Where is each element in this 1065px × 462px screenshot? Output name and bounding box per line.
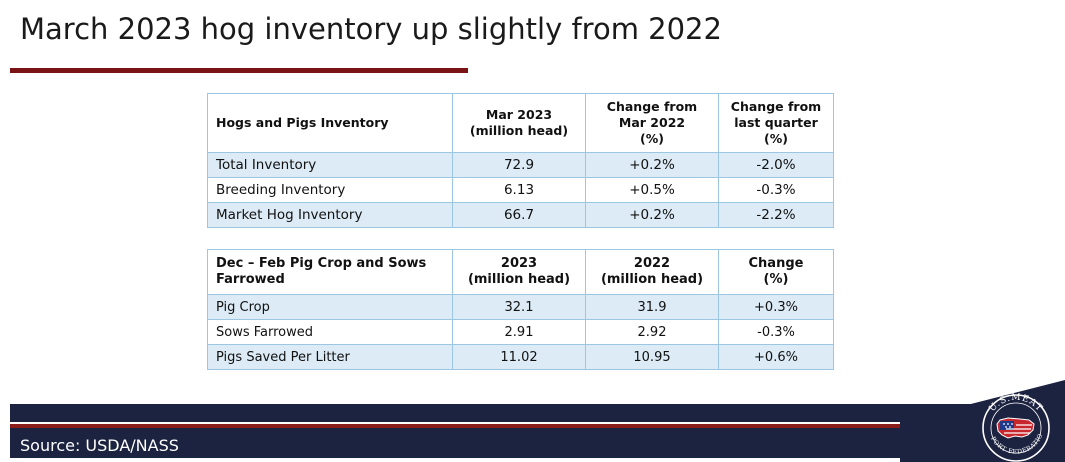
column-header: Hogs and Pigs Inventory xyxy=(207,93,453,153)
table-row: Pigs Saved Per Litter 11.02 10.95 +0.6% xyxy=(207,344,834,370)
table-row: Breeding Inventory 6.13 +0.5% -0.3% xyxy=(207,177,834,203)
table-row: Pig Crop 32.1 31.9 +0.3% xyxy=(207,294,834,320)
logo-ring xyxy=(982,394,1050,462)
row-label: Total Inventory xyxy=(207,152,453,178)
hog-inventory-table: Hogs and Pigs Inventory Mar 2023 (millio… xyxy=(207,93,834,228)
table-cell: 32.1 xyxy=(452,294,586,320)
table-cell: -0.3% xyxy=(718,319,834,345)
table-row: Sows Farrowed 2.91 2.92 -0.3% xyxy=(207,319,834,345)
table-header-row: Hogs and Pigs Inventory Mar 2023 (millio… xyxy=(207,93,834,153)
footer-divider xyxy=(10,422,1060,424)
row-label: Pigs Saved Per Litter xyxy=(207,344,453,370)
column-header: Mar 2023 (million head) xyxy=(452,93,586,153)
table-cell: +0.3% xyxy=(718,294,834,320)
column-header: 2023 (million head) xyxy=(452,249,586,295)
table-cell: +0.6% xyxy=(718,344,834,370)
table-row: Total Inventory 72.9 +0.2% -2.0% xyxy=(207,152,834,178)
column-header: Change (%) xyxy=(718,249,834,295)
table-cell: 10.95 xyxy=(585,344,719,370)
table-cell: 66.7 xyxy=(452,202,586,228)
table-cell: 31.9 xyxy=(585,294,719,320)
table-cell: +0.5% xyxy=(585,177,719,203)
footer-stripe-top xyxy=(10,404,1060,422)
row-label: Pig Crop xyxy=(207,294,453,320)
column-header: Change from Mar 2022 (%) xyxy=(585,93,719,153)
table-cell: 6.13 xyxy=(452,177,586,203)
table-cell: 2.92 xyxy=(585,319,719,345)
table-cell: 11.02 xyxy=(452,344,586,370)
table-cell: -2.0% xyxy=(718,152,834,178)
row-label: Sows Farrowed xyxy=(207,319,453,345)
table-cell: -0.3% xyxy=(718,177,834,203)
footer-bar xyxy=(10,428,1060,458)
table-cell: +0.2% xyxy=(585,152,719,178)
row-label: Breeding Inventory xyxy=(207,177,453,203)
logo-inner-ring xyxy=(990,402,1042,454)
table-row: Market Hog Inventory 66.7 +0.2% -2.2% xyxy=(207,202,834,228)
flag-stripes xyxy=(1004,424,1032,434)
usmef-logo: U.S.MEAT EXPORT FEDERATION xyxy=(900,380,1065,462)
logo-corner-panel xyxy=(900,380,1065,462)
row-label: Market Hog Inventory xyxy=(207,202,453,228)
pig-crop-table: Dec – Feb Pig Crop and Sows Farrowed 202… xyxy=(207,249,834,370)
title-underline xyxy=(10,68,468,73)
source-note: Source: USDA/NASS xyxy=(20,436,179,455)
column-header: 2022 (million head) xyxy=(585,249,719,295)
table-cell: +0.2% xyxy=(585,202,719,228)
table-cell: 2.91 xyxy=(452,319,586,345)
column-header: Change from last quarter (%) xyxy=(718,93,834,153)
page-title: March 2023 hog inventory up slightly fro… xyxy=(20,12,722,46)
flag-canton xyxy=(1000,421,1014,430)
table-header-row: Dec – Feb Pig Crop and Sows Farrowed 202… xyxy=(207,249,834,295)
table-cell: 72.9 xyxy=(452,152,586,178)
column-header: Dec – Feb Pig Crop and Sows Farrowed xyxy=(207,249,453,295)
table-cell: -2.2% xyxy=(718,202,834,228)
footer-red-stripe xyxy=(10,424,1060,428)
